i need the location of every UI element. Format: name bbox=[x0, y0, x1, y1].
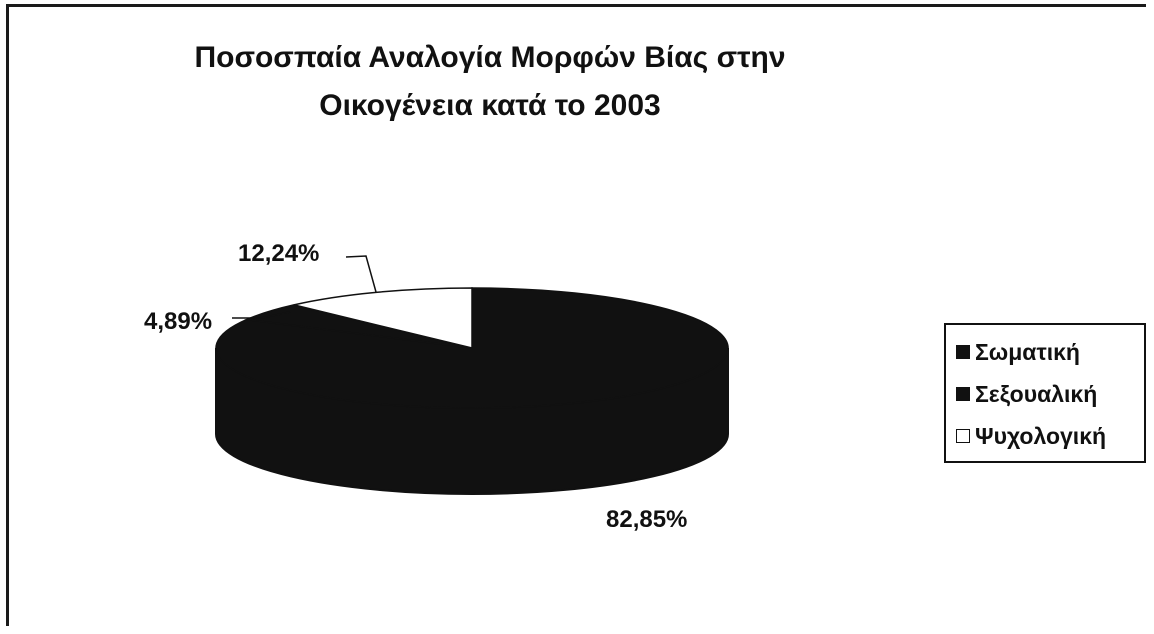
legend-swatch-physical bbox=[956, 345, 970, 359]
pie-slice-psychological bbox=[293, 287, 473, 349]
leader-line-psychological bbox=[345, 255, 377, 293]
data-label-sexual: 4,89% bbox=[144, 308, 213, 335]
legend-label-psychological: Ψυχολογική bbox=[975, 422, 1107, 449]
legend-item-sexual: Σεξουαλική bbox=[956, 373, 1144, 415]
data-label-physical: 82,85% bbox=[606, 506, 688, 533]
chart-frame bbox=[6, 4, 1146, 626]
chart-title: Ποσοσπαία Αναλογία Μορφών Βίας στην Οικο… bbox=[180, 34, 800, 130]
legend-swatch-sexual bbox=[956, 387, 970, 401]
pie-leader-lines bbox=[232, 255, 377, 319]
leader-line-sexual bbox=[232, 311, 291, 319]
legend-label-sexual: Σεξουαλική bbox=[975, 380, 1098, 407]
pie-top-face bbox=[215, 287, 729, 409]
chart-title-line-2: Οικογένεια κατά το 2003 bbox=[319, 89, 661, 122]
chart-legend: Σωματική Σεξουαλική Ψυχολογική bbox=[944, 323, 1146, 463]
data-label-psychological: 12,24% bbox=[238, 240, 320, 267]
legend-item-physical: Σωματική bbox=[956, 331, 1144, 373]
chart-title-line-1: Ποσοσπαία Αναλογία Μορφών Βίας στην bbox=[194, 41, 786, 74]
legend-item-psychological: Ψυχολογική bbox=[956, 415, 1144, 457]
legend-swatch-psychological bbox=[956, 429, 970, 443]
legend-label-physical: Σωματική bbox=[975, 338, 1080, 365]
